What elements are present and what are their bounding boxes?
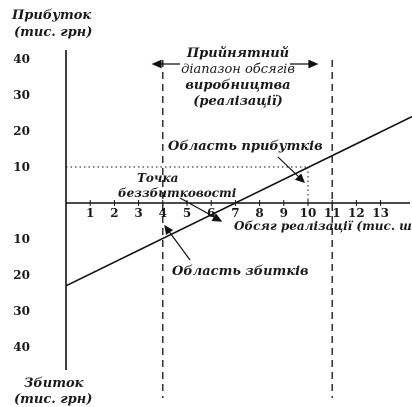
x-tick-label-11: 11 [324,206,341,220]
x-tick-label-8: 8 [255,206,263,220]
x-tick-label-5: 5 [183,206,191,220]
breakeven-label-line1: Точка [137,171,178,185]
y-tick-up-40: 40 [13,52,30,66]
ylabel-bottom-line2: (тис. грн) [14,392,92,407]
x-tick-label-4: 4 [159,206,167,220]
y-tick-down-20: 20 [13,268,30,282]
x-tick-label-12: 12 [348,206,365,220]
ylabel-top-line1: Прибуток [11,8,91,23]
x-tick-label-7: 7 [231,206,239,220]
range-label-line4: (реалізації) [193,94,283,109]
range-arrows [151,59,319,69]
xlabel: Обсяг реалізації (тис. шт.) [234,219,412,233]
profit-area-label: Область прибутків [168,139,323,154]
x-tick-label-9: 9 [280,206,288,220]
x-tick-label-10: 10 [300,206,317,220]
breakeven-label-line2: беззбитковості [118,186,237,200]
y-tick-down-30: 30 [13,304,30,318]
y-tick-up-20: 20 [13,124,30,138]
target-guides [66,166,309,203]
profit-area-arrow [277,156,306,183]
y-tick-down-10: 10 [13,232,30,246]
range-lines [162,60,333,398]
x-tick-label-3: 3 [134,206,142,220]
loss-area-arrow [164,224,191,261]
ylabel-bottom-line1: Збиток [24,376,84,391]
revenue-profit-line [65,115,412,287]
x-tick-label-2: 2 [110,206,118,220]
breakeven-arrow [179,197,223,222]
range-label-line2: діапазон обсягів [181,62,295,77]
range-label-line3: виробництва [185,78,290,93]
range-label-line1: Прийнятний [186,46,289,61]
loss-area-label: Область збитків [172,264,309,279]
y-tick-down-40: 40 [13,340,30,354]
y-tick-up-30: 30 [13,88,30,102]
x-tick-label-6: 6 [207,206,215,220]
ylabel-top-line2: (тис. грн) [14,25,92,40]
x-tick-label-13: 13 [372,206,389,220]
x-tick-label-1: 1 [86,206,94,220]
y-tick-up-10: 10 [13,160,30,174]
